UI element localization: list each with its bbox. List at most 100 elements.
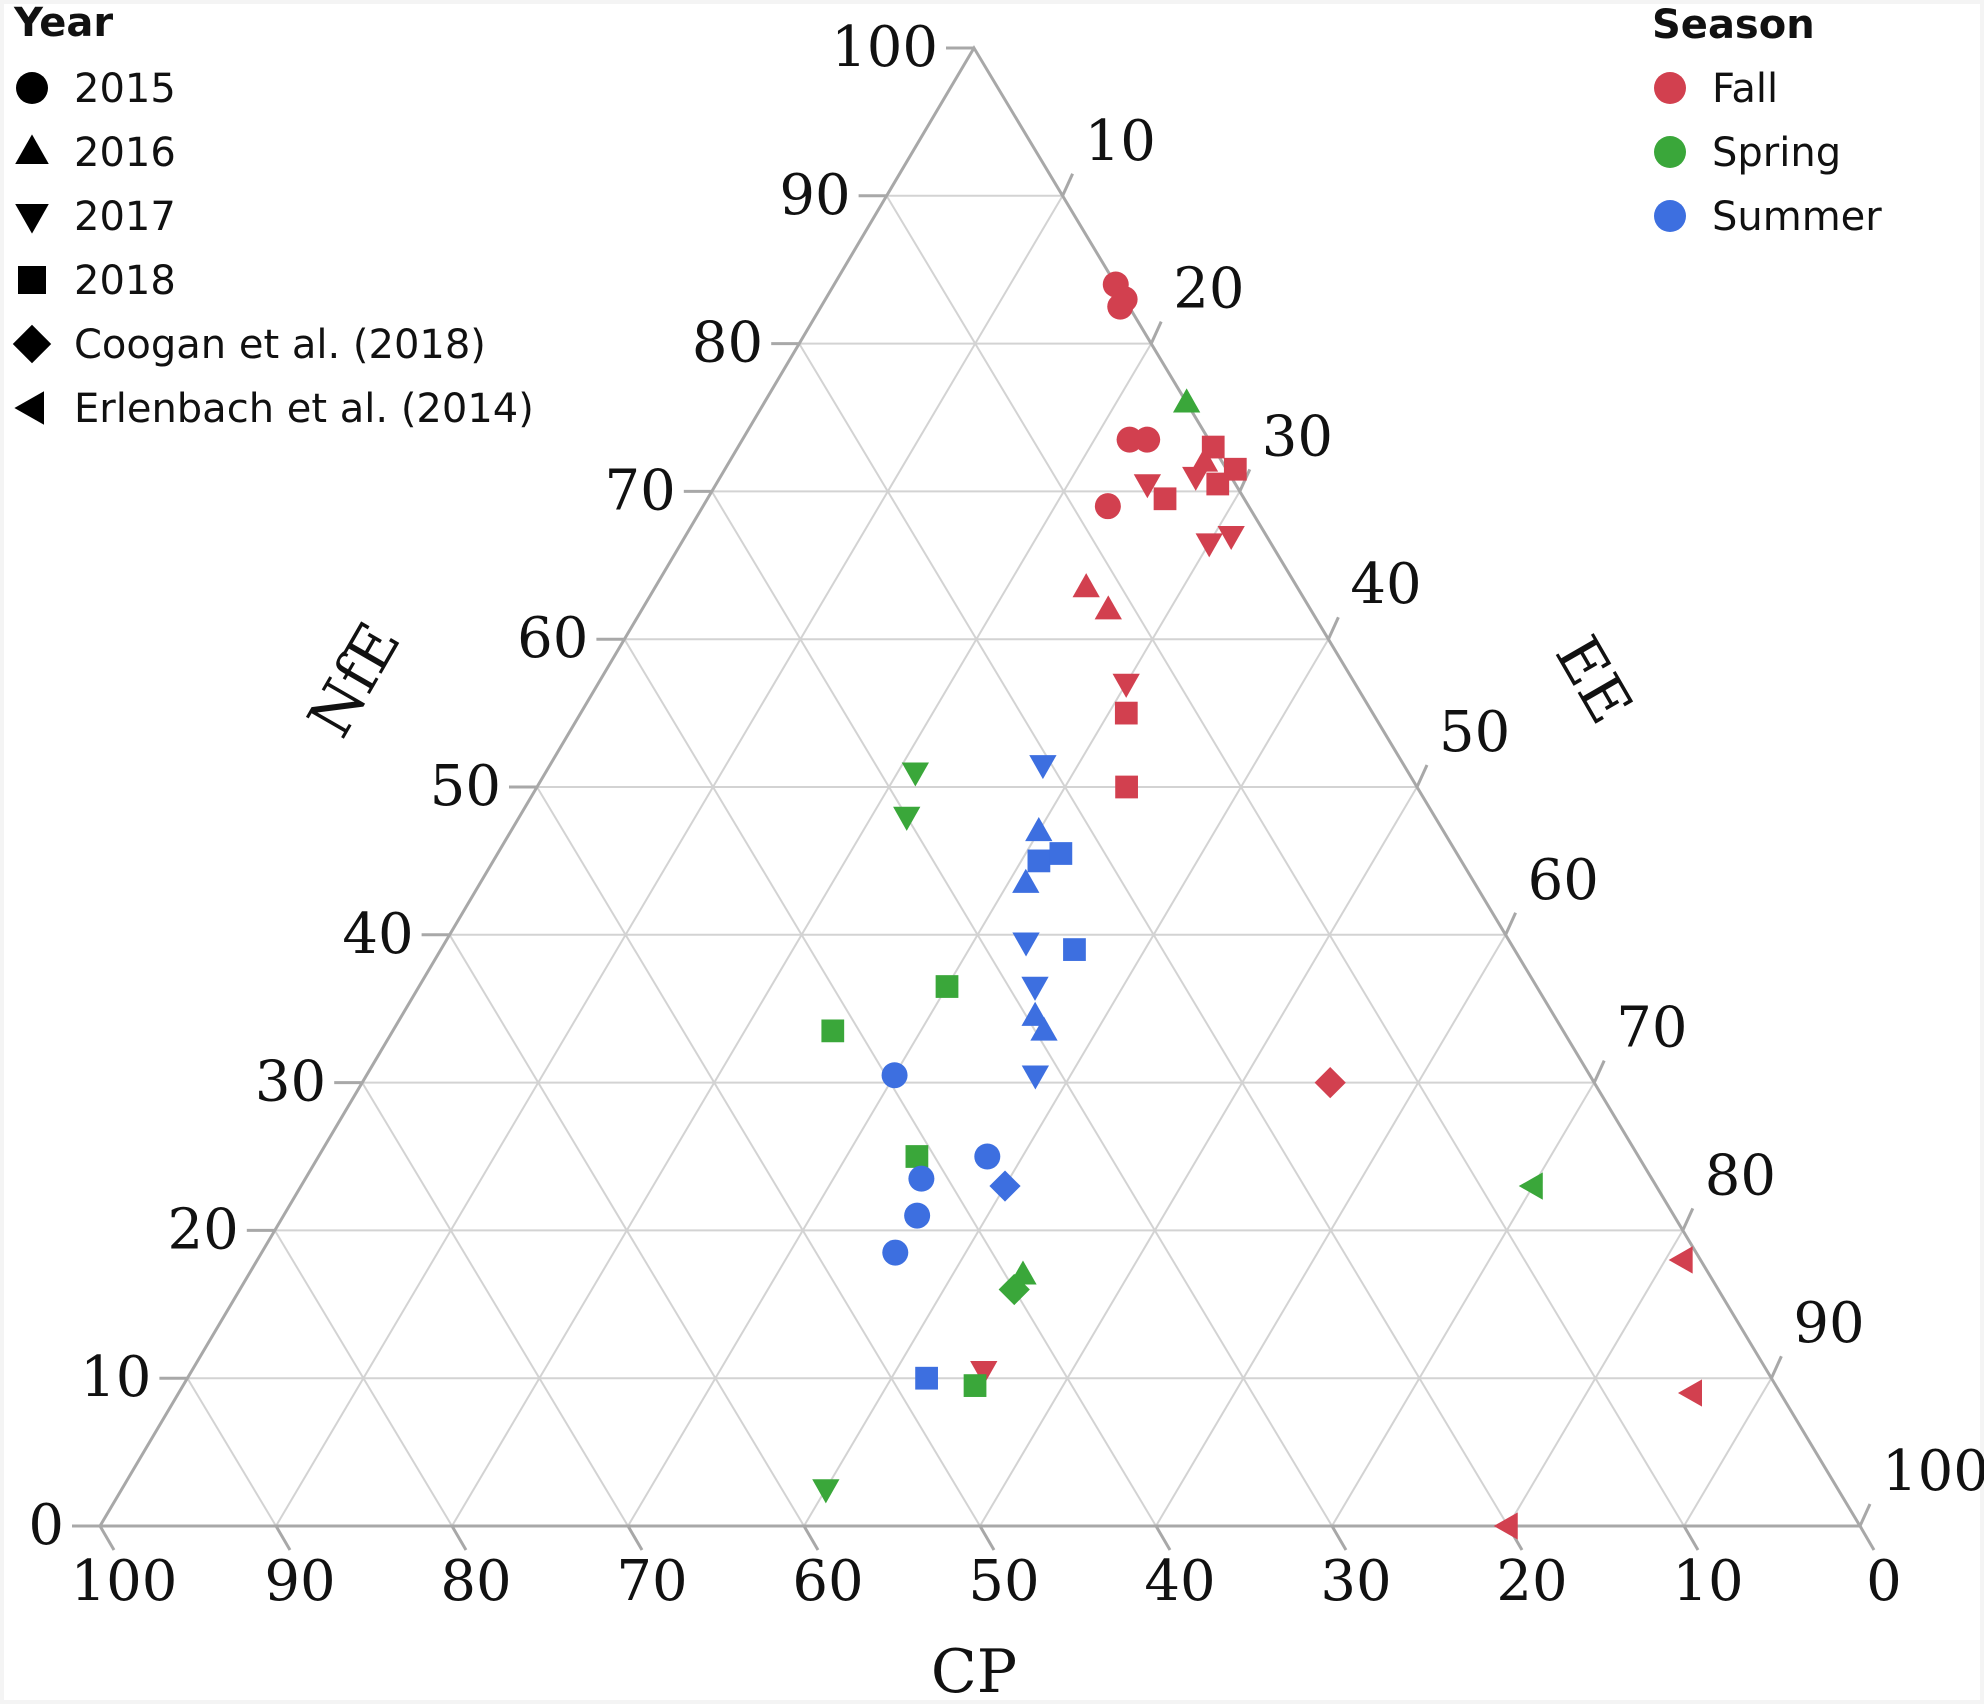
grid-line-cp-30: [710, 490, 1333, 1527]
data-point-fall-square: [1223, 457, 1247, 481]
data-point-summer-triangle-up: [1025, 817, 1053, 842]
left-tick-label: 60: [517, 606, 588, 671]
data-point-fall-square: [1153, 487, 1177, 511]
year-legend-label: 2017: [74, 194, 176, 240]
grid-line-cp-70: [361, 1082, 629, 1527]
season-legend-title: Season: [1652, 2, 1815, 48]
grid-line-cp-60: [448, 934, 805, 1527]
bottom-tick-label: 20: [1496, 1549, 1567, 1614]
left-tick-label: 50: [430, 754, 501, 819]
legend-marker-triangle-up: [15, 134, 49, 164]
data-point-summer-square: [915, 1366, 938, 1390]
season-legend-label: Spring: [1712, 130, 1841, 176]
legend-marker-square: [18, 266, 46, 294]
bottom-tick-mark: [98, 1525, 116, 1551]
right-tick-mark: [1327, 616, 1340, 640]
season-legend-label: Summer: [1712, 194, 1882, 240]
left-tick-label: 40: [342, 902, 413, 967]
bottom-tick-mark: [1154, 1525, 1172, 1551]
grid-line-ee-70: [1331, 1082, 1596, 1527]
data-point-summer-triangle-up: [1012, 868, 1040, 893]
axis-ticks: 0102030405060708090100102030405060708090…: [28, 15, 1984, 1614]
data-point-summer-square: [1049, 842, 1073, 865]
left-tick-label: 30: [255, 1050, 326, 1115]
left-tick-label: 80: [692, 311, 763, 376]
bottom-tick-mark: [1330, 1525, 1348, 1551]
season-legend: Season Fall Spring Summer: [1652, 2, 1882, 240]
bottom-tick-label: 30: [1320, 1549, 1391, 1614]
data-point-fall-triangle-down: [1133, 474, 1162, 499]
data-point-fall-triangle-up: [1072, 573, 1100, 598]
right-tick-mark: [1858, 1503, 1872, 1527]
data-point-summer-triangle-down: [1021, 976, 1049, 1001]
year-legend-title: Year: [13, 0, 113, 46]
season-legend-dot: [1654, 200, 1686, 232]
grid-line-cp-80: [273, 1229, 453, 1527]
left-tick-label: 0: [28, 1493, 64, 1558]
year-legend: Year 2015 2016 2017 2018 Coogan et al. (2018…: [12, 0, 534, 432]
bottom-tick-mark: [626, 1525, 644, 1551]
data-point-summer-circle: [881, 1062, 908, 1089]
bottom-tick-label: 70: [616, 1549, 687, 1614]
data-point-summer-square: [1027, 849, 1051, 873]
right-tick-label: 70: [1616, 996, 1687, 1061]
data-point-spring-triangle-down: [812, 1479, 840, 1504]
data-point-fall-triangle-left: [1493, 1512, 1518, 1540]
data-point-spring-diamond: [998, 1273, 1030, 1306]
data-point-fall-circle: [1094, 493, 1121, 520]
data-point-fall-triangle-down: [970, 1361, 998, 1386]
right-tick-label: 60: [1528, 848, 1599, 913]
legend-marker-circle: [16, 72, 48, 104]
legend-marker-triangle-down: [15, 204, 49, 234]
right-tick-mark: [1681, 1207, 1695, 1232]
grid-line-cp-10: [885, 195, 1685, 1527]
data-point-fall-square: [1201, 435, 1225, 459]
left-tick-label: 70: [605, 458, 676, 523]
data-point-summer-circle: [974, 1143, 1001, 1170]
data-point-fall-triangle-down: [1182, 466, 1210, 491]
data-point-spring-square: [935, 975, 959, 998]
year-legend-label: 2016: [74, 130, 176, 176]
bottom-tick-mark: [978, 1525, 996, 1551]
data-point-spring-square: [905, 1145, 929, 1168]
bottom-tick-mark: [1682, 1525, 1700, 1551]
data-point-fall-circle: [1107, 293, 1134, 320]
data-point-summer-square: [1063, 938, 1086, 961]
bottom-tick-mark: [274, 1525, 292, 1551]
data-point-fall-square: [1115, 775, 1138, 799]
data-point-summer-triangle-up: [1021, 1001, 1049, 1026]
data-point-spring-square: [963, 1374, 987, 1397]
data-point-spring-triangle-up: [1172, 388, 1201, 413]
bottom-tick-label: 100: [71, 1549, 178, 1614]
bottom-tick-label: 90: [264, 1549, 335, 1614]
data-point-summer-circle: [908, 1165, 935, 1192]
data-point-fall-diamond: [1314, 1067, 1346, 1099]
season-legend-dot: [1654, 136, 1686, 168]
data-point-fall-circle: [1134, 426, 1161, 453]
bottom-axis-title: CP: [931, 1637, 1017, 1704]
right-tick-mark: [1415, 764, 1429, 788]
bottom-tick-mark: [802, 1525, 820, 1551]
year-legend-label: 2015: [74, 66, 176, 112]
year-legend-label: Erlenbach et al. (2014): [74, 386, 534, 432]
right-tick-mark: [1061, 173, 1074, 197]
right-tick-mark: [1592, 1059, 1606, 1084]
year-legend-label: Coogan et al. (2018): [74, 322, 486, 368]
data-point-summer-diamond: [989, 1170, 1021, 1202]
data-point-fall-triangle-up: [1094, 595, 1122, 620]
right-tick-mark: [1504, 912, 1517, 936]
right-tick-label: 30: [1262, 404, 1333, 469]
data-point-spring-triangle-left: [1518, 1172, 1543, 1200]
data-point-summer-triangle-down: [1029, 755, 1057, 780]
legend-marker-diamond: [12, 324, 52, 364]
right-tick-label: 10: [1085, 109, 1156, 174]
season-legend-dot: [1654, 72, 1686, 104]
data-point-fall-triangle-down: [1112, 673, 1140, 698]
bottom-tick-label: 40: [1144, 1549, 1215, 1614]
data-point-spring-square: [821, 1019, 845, 1043]
right-tick-label: 90: [1793, 1291, 1864, 1356]
data-point-fall-square: [1206, 472, 1230, 496]
left-tick-label: 20: [168, 1197, 239, 1262]
grid-line-cp-90: [186, 1377, 277, 1527]
